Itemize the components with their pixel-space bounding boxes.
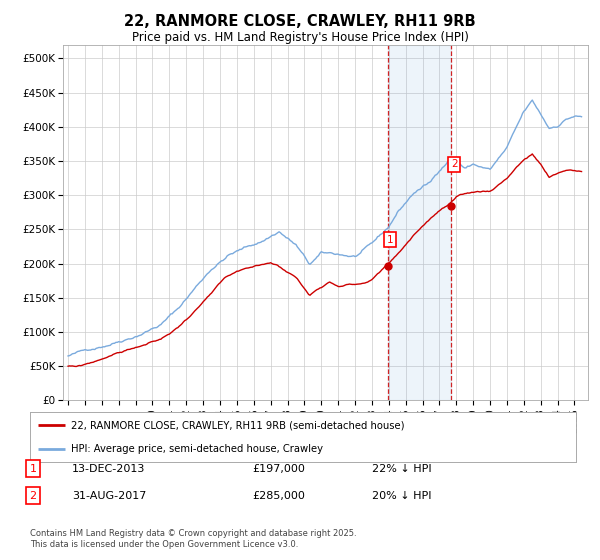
Text: 20% ↓ HPI: 20% ↓ HPI bbox=[372, 491, 431, 501]
Text: 22% ↓ HPI: 22% ↓ HPI bbox=[372, 464, 431, 474]
Text: 31-AUG-2017: 31-AUG-2017 bbox=[72, 491, 146, 501]
Text: 1: 1 bbox=[386, 235, 393, 245]
Text: 22, RANMORE CLOSE, CRAWLEY, RH11 9RB: 22, RANMORE CLOSE, CRAWLEY, RH11 9RB bbox=[124, 14, 476, 29]
Text: 13-DEC-2013: 13-DEC-2013 bbox=[72, 464, 145, 474]
Text: 2: 2 bbox=[451, 160, 457, 170]
Text: Contains HM Land Registry data © Crown copyright and database right 2025.
This d: Contains HM Land Registry data © Crown c… bbox=[30, 529, 356, 549]
Bar bbox=[388, 45, 451, 400]
Text: 22, RANMORE CLOSE, CRAWLEY, RH11 9RB (semi-detached house): 22, RANMORE CLOSE, CRAWLEY, RH11 9RB (se… bbox=[71, 420, 404, 430]
Text: HPI: Average price, semi-detached house, Crawley: HPI: Average price, semi-detached house,… bbox=[71, 445, 323, 454]
Text: £285,000: £285,000 bbox=[252, 491, 305, 501]
Text: £197,000: £197,000 bbox=[252, 464, 305, 474]
Text: Price paid vs. HM Land Registry's House Price Index (HPI): Price paid vs. HM Land Registry's House … bbox=[131, 31, 469, 44]
Text: 2: 2 bbox=[29, 491, 37, 501]
Text: 1: 1 bbox=[29, 464, 37, 474]
